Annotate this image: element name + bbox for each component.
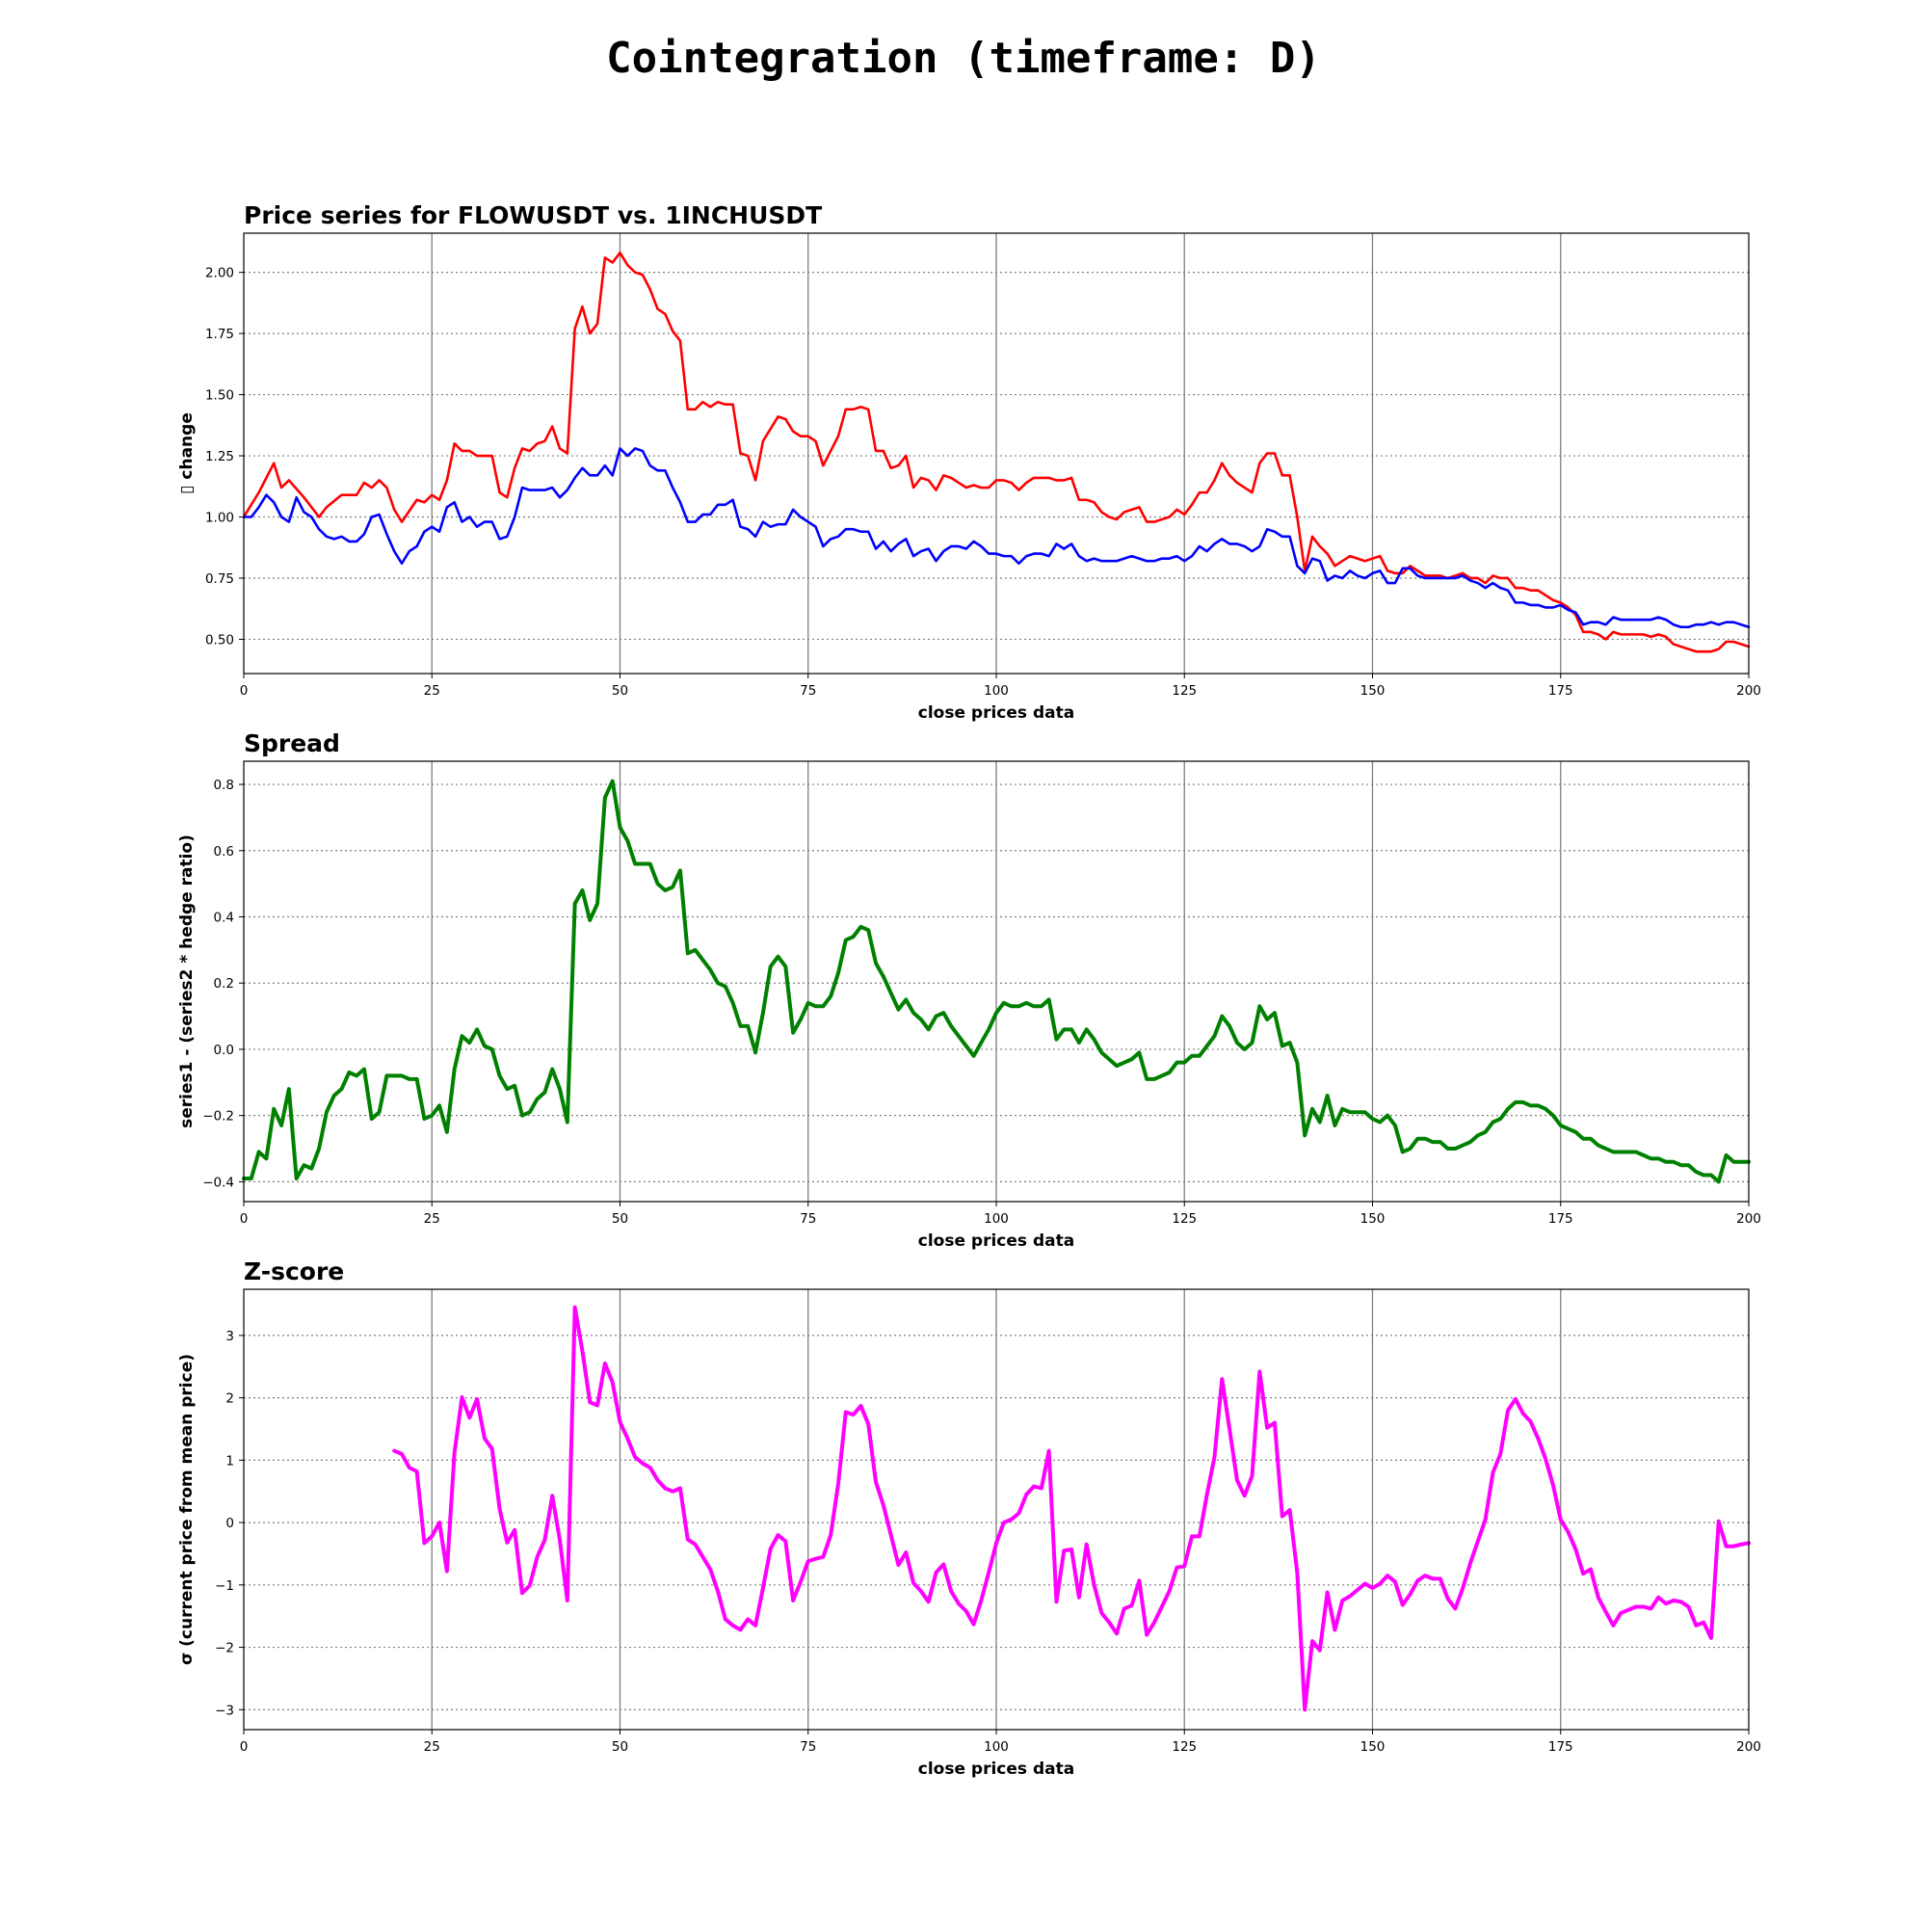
chart-2-xtick-label: 0 — [240, 1739, 249, 1755]
chart-0-axes-frame — [243, 232, 1750, 675]
chart-1-ytick-label: −0.4 — [202, 1175, 234, 1190]
chart-2-ytick-label: 2 — [225, 1391, 234, 1407]
chart-1-xtick-label: 50 — [612, 1211, 628, 1227]
panel-z-score: Z-score 0 25 50 75 100 125 150 175 200 −3 −2 −1 0 1 2 3 c… — [177, 1257, 1761, 1779]
chart-0-ytick-label: 1.25 — [205, 449, 234, 464]
chart-2-ytick-label: 0 — [225, 1516, 234, 1531]
chart-1-xtick-label: 150 — [1360, 1211, 1386, 1227]
chart-0-series-line-0 — [242, 251, 1751, 653]
chart-2-xtick-label: 200 — [1736, 1739, 1761, 1755]
chart-1-xtick-label: 0 — [240, 1211, 249, 1227]
chart-2-xtick-label: 25 — [424, 1739, 440, 1755]
chart-0-xtick-label: 75 — [800, 683, 816, 699]
chart-0-ytick-label: 1.00 — [205, 511, 234, 526]
chart-2-xtick-label: 100 — [984, 1739, 1009, 1755]
chart-2-xtick-label: 150 — [1360, 1739, 1386, 1755]
chart-1-title: Spread — [244, 729, 340, 757]
chart-0-series-line-1 — [242, 447, 1751, 629]
chart-2-xlabel: close prices data — [918, 1760, 1074, 1779]
chart-2-xtick-label: 75 — [800, 1739, 816, 1755]
chart-0-ytick-label: 2.00 — [205, 266, 234, 281]
chart-0-xtick-label: 175 — [1548, 683, 1573, 699]
chart-1-ytick-label: −0.2 — [202, 1109, 234, 1125]
chart-0-ytick-label: 0.75 — [205, 571, 234, 587]
chart-2-title: Z-score — [244, 1257, 344, 1285]
panel-price-series: Price series for FLOWUSDT vs. 1INCHUSDT 0… — [177, 201, 1761, 723]
chart-0-xtick-label: 150 — [1360, 683, 1386, 699]
chart-1-series-line-0 — [242, 779, 1751, 1184]
chart-2-ylabel: σ (current price from mean price) — [177, 1354, 197, 1665]
chart-2-ytick-label: 3 — [225, 1329, 234, 1344]
chart-2-xtick-label: 175 — [1548, 1739, 1573, 1755]
chart-1-ytick-label: 0.0 — [214, 1043, 234, 1058]
chart-1-ytick-label: 0.4 — [214, 910, 234, 925]
chart-0-xtick-label: 100 — [984, 683, 1009, 699]
chart-0-title: Price series for FLOWUSDT vs. 1INCHUSDT — [244, 201, 822, 229]
chart-1-ytick-label: 0.8 — [214, 778, 234, 793]
figure-suptitle: Cointegration (timeframe: D) — [606, 34, 1321, 83]
chart-0-ytick-label: 1.75 — [205, 327, 234, 342]
chart-0-ytick-label: 1.50 — [205, 388, 234, 404]
chart-0-xtick-label: 125 — [1172, 683, 1197, 699]
chart-0-xtick-label: 50 — [612, 683, 628, 699]
chart-1-xtick-label: 75 — [800, 1211, 816, 1227]
chart-2-xtick-label: 50 — [612, 1739, 628, 1755]
chart-1-axes-frame — [243, 760, 1750, 1203]
chart-0-xtick-label: 25 — [424, 683, 440, 699]
chart-2-xtick-label: 125 — [1172, 1739, 1197, 1755]
chart-1-xtick-label: 100 — [984, 1211, 1009, 1227]
chart-0-xtick-label: 200 — [1736, 683, 1761, 699]
panel-spread: Spread 0 25 50 75 100 125 150 175 200 −0.4 −0.2 0.0 0… — [177, 729, 1761, 1251]
chart-0-xlabel: close prices data — [918, 703, 1074, 723]
chart-1-xtick-label: 125 — [1172, 1211, 1197, 1227]
chart-0-xtick-label: 0 — [240, 683, 249, 699]
chart-1-xtick-label: 200 — [1736, 1211, 1761, 1227]
chart-2-axes-frame — [243, 1288, 1750, 1731]
chart-1-ylabel: series1 - (series2 * hedge ratio) — [177, 834, 197, 1128]
chart-2-series-line-0 — [392, 1305, 1751, 1712]
chart-0-ytick-label: 0.50 — [205, 632, 234, 648]
chart-2-ytick-label: −1 — [215, 1578, 234, 1594]
chart-2-ytick-label: −3 — [215, 1703, 234, 1718]
chart-1-xtick-label: 175 — [1548, 1211, 1573, 1227]
chart-0-ylabel: ▯ change — [177, 412, 197, 494]
chart-1-xlabel: close prices data — [918, 1231, 1074, 1251]
chart-2-ytick-label: 1 — [225, 1453, 234, 1469]
chart-1-ytick-label: 0.2 — [214, 976, 234, 992]
chart-2-ytick-label: −2 — [215, 1641, 234, 1656]
chart-1-xtick-label: 25 — [424, 1211, 440, 1227]
chart-1-ytick-label: 0.6 — [214, 844, 234, 860]
